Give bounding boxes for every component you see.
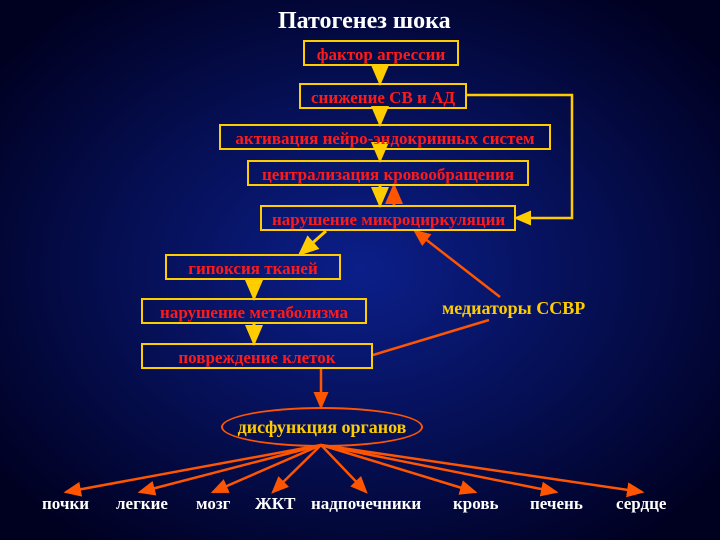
box-b3: активация нейро-эндокринных систем xyxy=(219,124,551,150)
organ-5: кровь xyxy=(453,494,499,514)
box-b6: гипоксия тканей xyxy=(165,254,341,280)
organ-6: печень xyxy=(530,494,583,514)
organ-4: надпочечники xyxy=(311,494,421,514)
diagram-title: Патогенез шока xyxy=(278,8,451,35)
box-b8: повреждение клеток xyxy=(141,343,373,369)
box-b2: снижение СВ и АД xyxy=(299,83,467,109)
organ-3: ЖКТ xyxy=(255,494,295,514)
box-b1: фактор агрессии xyxy=(303,40,459,66)
organ-1: легкие xyxy=(116,494,168,514)
box-b7: нарушение метаболизма xyxy=(141,298,367,324)
organ-0: почки xyxy=(42,494,89,514)
organ-2: мозг xyxy=(196,494,230,514)
box-b5: нарушение микроциркуляции xyxy=(260,205,516,231)
diagram-stage: Патогенез шока фактор агрессии снижение СВ… xyxy=(0,0,720,540)
label-p1: медиаторы ССВР xyxy=(442,298,585,319)
arrows-layer xyxy=(0,0,720,540)
box-b4: централизация кровообращения xyxy=(247,160,529,186)
organs-ellipse: дисфункция органов xyxy=(221,407,423,447)
organ-7: сердце xyxy=(616,494,666,514)
